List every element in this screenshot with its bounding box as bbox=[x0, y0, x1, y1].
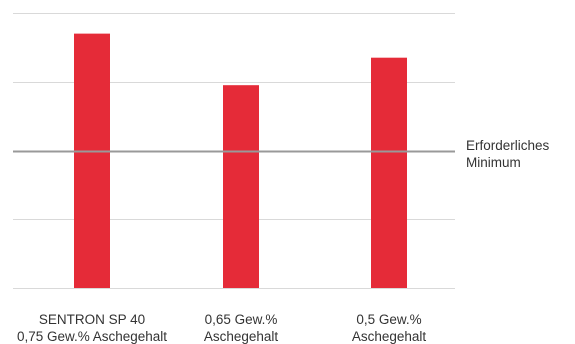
category-labels: SENTRON SP 40 0,75 Gew.% Aschegehalt 0,65 … bbox=[17, 312, 426, 344]
bar bbox=[74, 33, 110, 288]
bars bbox=[74, 33, 407, 288]
x-tick-label: 0,5 Gew.% Aschegehalt bbox=[352, 312, 427, 344]
x-tick-label: 0,65 Gew.% Aschegehalt bbox=[204, 312, 279, 344]
reference-line-label: Erforderliches Minimum bbox=[466, 138, 550, 170]
x-tick-label: SENTRON SP 40 0,75 Gew.% Aschegehalt bbox=[17, 312, 167, 344]
reference-line-group: Erforderliches Minimum bbox=[466, 138, 550, 170]
bar bbox=[371, 57, 407, 288]
bar bbox=[223, 85, 259, 288]
